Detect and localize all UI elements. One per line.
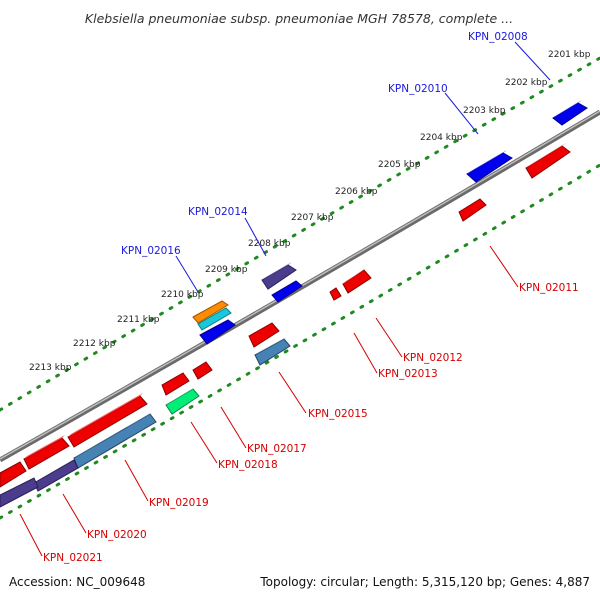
forward-genes (192, 100, 588, 345)
gene-purple-edge[interactable] (0, 477, 39, 508)
gene-kpn-02017[interactable] (192, 361, 213, 380)
tick-label: 2201 kbp (548, 50, 591, 60)
leader-kpn-02012 (375, 317, 403, 358)
tick-label: 2204 kbp (420, 133, 463, 143)
gene-kpn-02010-top (467, 150, 507, 174)
tick-label: 2213 kbp (29, 363, 72, 373)
gene-blue-2210[interactable] (199, 319, 236, 345)
leader-kpn-02018 (190, 421, 218, 464)
label-kpn-02018[interactable]: KPN_02018 (218, 459, 278, 471)
gene-kpn-02018[interactable] (165, 388, 200, 415)
genome-backbone (0, 109, 600, 463)
genome-summary-text: Topology: circular; Length: 5,315,120 bp… (259, 575, 590, 589)
tick-label: 2202 kbp (505, 78, 548, 88)
gene-red-2209[interactable] (248, 322, 280, 348)
label-kpn-02013[interactable]: KPN_02013 (378, 368, 438, 380)
label-kpn-02015[interactable]: KPN_02015 (308, 408, 368, 420)
tick-label: 2209 kbp (205, 265, 248, 275)
gene-cyan-2210[interactable] (197, 307, 232, 331)
tick-label: 2203 kbp (463, 106, 506, 116)
label-kpn-02021[interactable]: KPN_02021 (43, 552, 103, 564)
leader-kpn-02021 (19, 513, 43, 557)
leader-kpn-02010 (444, 92, 479, 135)
gene-kpn-02015[interactable] (254, 338, 291, 366)
gene-kpn-02021[interactable] (0, 461, 27, 488)
tick-label: 2211 kbp (117, 315, 160, 325)
label-kpn-02010[interactable]: KPN_02010 (388, 83, 448, 95)
gene-kpn-02008[interactable] (552, 102, 588, 126)
gene-kpn-02020[interactable] (33, 459, 79, 492)
gene-kpn-02012[interactable] (342, 269, 372, 294)
tick-label: 2205 kbp (378, 160, 421, 170)
accession-text: Accession: NC_009648 (9, 575, 145, 589)
leader-kpn-02008 (514, 41, 551, 81)
reverse-genes (0, 143, 571, 508)
gene-kpn-02016[interactable] (192, 300, 229, 324)
gene-red-2213-top (24, 435, 65, 459)
label-kpn-02012[interactable]: KPN_02012 (403, 352, 463, 364)
label-kpn-02014[interactable]: KPN_02014 (188, 206, 248, 218)
label-kpn-02011[interactable]: KPN_02011 (519, 282, 579, 294)
tick-label: 2210 kbp (161, 290, 204, 300)
forward-leaders (175, 41, 551, 293)
label-kpn-02016[interactable]: KPN_02016 (121, 245, 181, 257)
reverse-leaders (19, 245, 519, 557)
leader-kpn-02019 (124, 459, 149, 502)
scale-dotted-line-upper (0, 56, 600, 412)
gene-kpn-02018-top (166, 387, 196, 405)
tick-label: 2212 kbp (73, 339, 116, 349)
leader-kpn-02016 (175, 255, 199, 293)
reverse-gene-labels: KPN_02011 KPN_02012 KPN_02013 KPN_02015 … (43, 282, 579, 564)
tick-label: 2208 kbp (248, 239, 291, 249)
label-kpn-02008[interactable]: KPN_02008 (468, 31, 528, 43)
gene-kpn-02013[interactable] (329, 287, 342, 301)
gene-kpn-02008-top (553, 100, 582, 118)
leader-kpn-02020 (62, 493, 87, 534)
gene-kpn-02011-top (526, 143, 566, 168)
gene-blue-2208[interactable] (271, 280, 303, 303)
leader-kpn-02013 (353, 332, 378, 374)
gene-red-2204[interactable] (458, 198, 487, 222)
leader-kpn-02011 (489, 245, 519, 288)
gene-kpn-02015-top (255, 337, 287, 355)
map-title: Klebsiella pneumoniae subsp. pneumoniae … (85, 11, 513, 26)
gene-red-2211[interactable] (161, 372, 190, 396)
forward-gene-labels: KPN_02008 KPN_02010 KPN_02014 KPN_02016 (121, 31, 528, 257)
scale-dotted-line-lower (0, 163, 600, 520)
leader-kpn-02015 (278, 371, 307, 414)
label-kpn-02019[interactable]: KPN_02019 (149, 497, 209, 509)
label-kpn-02020[interactable]: KPN_02020 (87, 529, 147, 541)
tick-label: 2207 kbp (291, 213, 334, 223)
leader-kpn-02014 (244, 217, 267, 257)
tick-label: 2206 kbp (335, 187, 378, 197)
leader-kpn-02017 (220, 406, 247, 449)
gene-kpn-02014-top (262, 262, 292, 280)
gene-red-2212-top (68, 393, 143, 437)
gene-kpn-02019-top (74, 412, 153, 458)
label-kpn-02017[interactable]: KPN_02017 (247, 443, 307, 455)
gene-kpn-02012-top (343, 268, 367, 284)
gene-kpn-02014[interactable] (261, 264, 297, 290)
scale-tick-labels: 2201 kbp 2202 kbp 2203 kbp 2204 kbp 2205… (29, 50, 591, 373)
